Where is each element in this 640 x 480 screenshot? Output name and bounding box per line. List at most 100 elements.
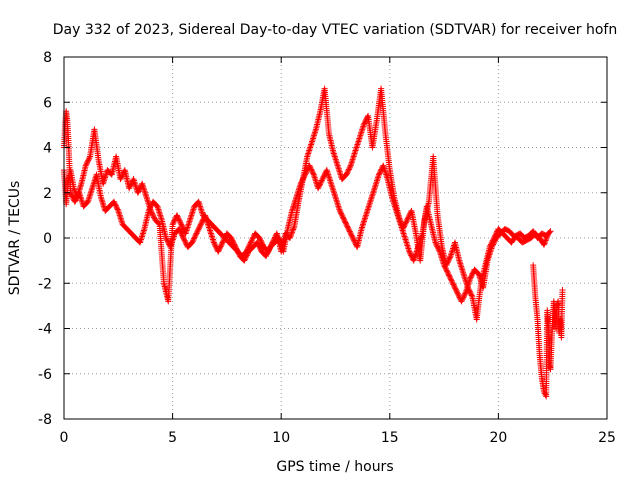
y-tick-label: 2 xyxy=(43,186,52,202)
data-point xyxy=(247,239,254,246)
data-point xyxy=(112,202,119,209)
data-point xyxy=(452,285,459,292)
data-point xyxy=(455,291,462,298)
data-point xyxy=(146,206,153,213)
data-point xyxy=(164,237,171,244)
data-point xyxy=(435,245,442,252)
data-point xyxy=(347,163,354,170)
data-point xyxy=(469,270,476,277)
data-point xyxy=(146,205,153,212)
data-point xyxy=(446,255,453,262)
data-point xyxy=(488,244,495,251)
data-point xyxy=(490,241,497,248)
data-point xyxy=(264,250,271,257)
data-point xyxy=(177,229,184,236)
data-point xyxy=(298,179,305,186)
data-point xyxy=(229,237,236,244)
data-point xyxy=(445,271,452,278)
data-point xyxy=(338,211,345,218)
data-point xyxy=(235,249,242,256)
data-point xyxy=(348,232,355,239)
data-point xyxy=(442,264,449,271)
x-tick-label: 0 xyxy=(60,430,69,446)
data-point xyxy=(375,171,382,178)
data-point xyxy=(461,291,468,298)
data-point xyxy=(447,275,454,282)
data-point xyxy=(83,161,90,168)
data-point xyxy=(164,238,171,245)
data-point xyxy=(307,165,314,172)
data-point xyxy=(307,163,314,170)
data-point xyxy=(318,178,325,185)
data-point xyxy=(316,182,323,189)
data-point xyxy=(243,252,250,259)
data-point xyxy=(462,290,469,297)
data-point xyxy=(244,251,251,258)
data-point xyxy=(287,233,294,240)
data-point xyxy=(345,167,352,174)
data-point xyxy=(178,222,185,229)
data-point xyxy=(243,253,250,260)
data-point xyxy=(118,174,125,181)
data-point xyxy=(468,273,475,280)
data-point xyxy=(408,252,415,259)
data-point xyxy=(175,214,182,221)
data-point xyxy=(178,221,185,228)
data-point xyxy=(85,156,92,163)
data-point xyxy=(458,298,465,305)
data-point xyxy=(490,240,497,247)
data-point xyxy=(300,174,307,181)
data-point xyxy=(446,254,453,261)
data-point xyxy=(345,166,352,173)
y-tick-label: 4 xyxy=(43,141,52,157)
data-point xyxy=(309,169,316,176)
data-point xyxy=(452,286,459,293)
data-point xyxy=(196,224,203,231)
data-point xyxy=(434,244,441,251)
data-point xyxy=(85,157,92,164)
data-point xyxy=(114,205,121,212)
data-point xyxy=(469,271,476,278)
data-point xyxy=(189,239,196,246)
data-point xyxy=(544,231,551,238)
data-point xyxy=(126,183,133,190)
data-point xyxy=(149,211,156,218)
data-point xyxy=(149,210,156,217)
data-point xyxy=(491,237,498,244)
data-point xyxy=(127,182,134,189)
data-point xyxy=(401,222,408,229)
data-point xyxy=(248,238,255,245)
data-point xyxy=(111,200,118,207)
data-point xyxy=(170,218,177,225)
data-point xyxy=(446,272,453,279)
y-tick-label: -6 xyxy=(38,367,52,383)
data-point xyxy=(317,180,324,187)
data-point xyxy=(193,230,200,237)
data-point xyxy=(406,248,413,255)
data-point xyxy=(199,218,206,225)
data-point xyxy=(212,242,219,249)
data-point xyxy=(442,266,449,273)
data-point xyxy=(444,269,451,276)
data-point xyxy=(241,256,248,263)
data-point xyxy=(174,213,181,220)
x-tick-label: 10 xyxy=(272,430,290,446)
data-point xyxy=(83,160,90,167)
data-point xyxy=(68,192,75,199)
data-point xyxy=(178,231,185,238)
data-point xyxy=(128,181,135,188)
data-point xyxy=(228,236,235,243)
data-point xyxy=(454,289,461,296)
data-point xyxy=(250,234,257,241)
x-axis-label: GPS time / hours xyxy=(276,459,393,475)
data-point xyxy=(402,220,409,227)
data-point xyxy=(148,202,155,209)
data-point xyxy=(233,245,240,252)
data-point xyxy=(136,187,143,194)
data-point xyxy=(348,231,355,238)
data-point xyxy=(150,214,157,221)
x-tick-label: 5 xyxy=(168,430,177,446)
x-tick-label: 20 xyxy=(489,430,507,446)
data-point xyxy=(211,240,218,247)
data-point xyxy=(489,242,496,249)
